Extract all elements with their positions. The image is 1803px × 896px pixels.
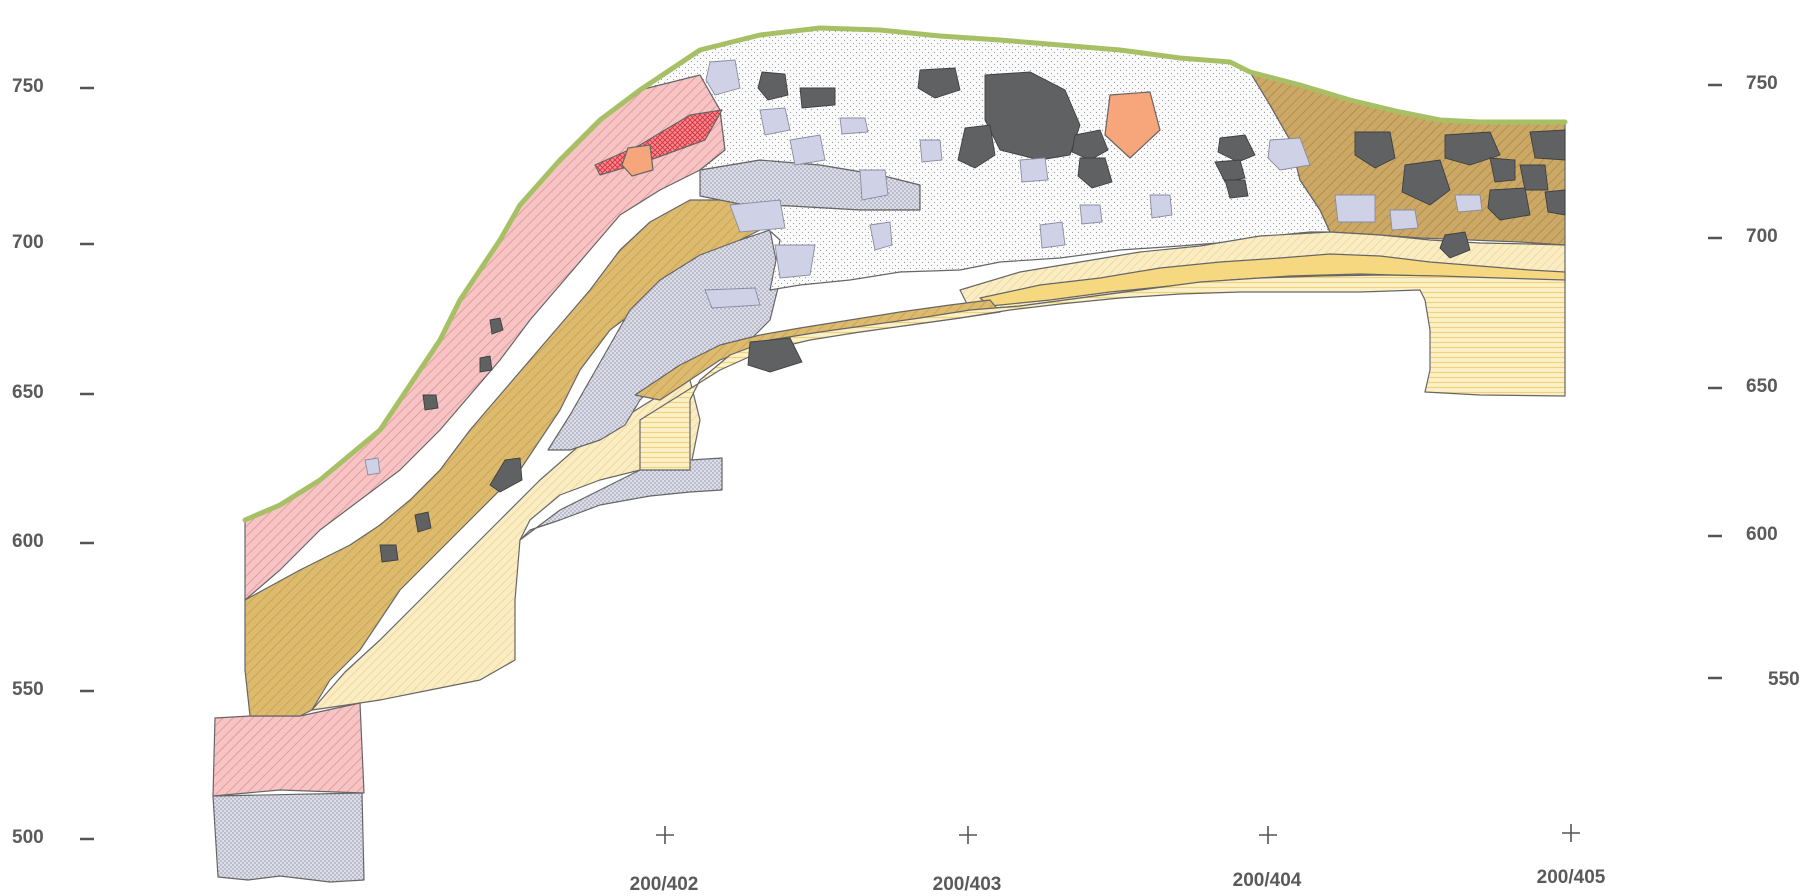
stone-dark bbox=[1077, 157, 1113, 189]
stone-light bbox=[1334, 194, 1376, 223]
stone-light bbox=[729, 199, 786, 233]
stone-dark bbox=[1224, 179, 1249, 199]
stone-dark bbox=[1401, 159, 1451, 206]
grid-label-403: 200/403 bbox=[933, 874, 1002, 895]
pink-hatched-layer-base bbox=[212, 702, 365, 797]
stone-light bbox=[789, 134, 826, 166]
stone-dark bbox=[957, 124, 996, 169]
elevation-label-right-600: 600 bbox=[1746, 524, 1778, 545]
elevation-label-right-700: 700 bbox=[1746, 226, 1778, 247]
elevation-label-right-750: 750 bbox=[1746, 73, 1778, 94]
yellow-solid-stripe bbox=[979, 253, 1566, 307]
grid-points: 200/402 200/403 200/404 200/405 bbox=[630, 824, 1606, 895]
stone-dark bbox=[917, 67, 961, 99]
stone-dark bbox=[422, 394, 439, 411]
stone-light bbox=[1454, 194, 1483, 213]
stone-dark bbox=[1444, 131, 1501, 166]
stone-light bbox=[774, 244, 816, 279]
orange-stone bbox=[1104, 91, 1161, 159]
orange-stone bbox=[621, 144, 654, 177]
stone-dark bbox=[1489, 157, 1516, 183]
stone-dark bbox=[757, 71, 789, 101]
stone-dark bbox=[1217, 134, 1256, 163]
stone-dark bbox=[799, 87, 836, 109]
stone-dark bbox=[747, 337, 803, 373]
elevation-scale-right: 750 700 650 600 550 bbox=[1708, 73, 1800, 690]
stone-light bbox=[869, 221, 893, 251]
stone-dark bbox=[1529, 129, 1566, 161]
special-deposits bbox=[594, 91, 1161, 177]
stone-light bbox=[705, 59, 741, 96]
grey-dotted-lower-band bbox=[519, 457, 723, 541]
elevation-label-right-650: 650 bbox=[1746, 376, 1778, 397]
stone-light bbox=[839, 117, 869, 135]
stone-dark bbox=[1544, 189, 1566, 216]
grey-dotted-middle-layer bbox=[547, 229, 781, 451]
stone-light bbox=[1039, 221, 1066, 249]
grid-point-404: 200/404 bbox=[1233, 826, 1302, 891]
stone-dark bbox=[1519, 164, 1549, 191]
stone-light bbox=[859, 169, 889, 201]
elevation-label-550: 550 bbox=[12, 679, 44, 700]
elevation-label-700: 700 bbox=[12, 232, 44, 253]
stone-light bbox=[759, 107, 791, 136]
stone-dark bbox=[489, 317, 504, 335]
grey-dotted-layer-base bbox=[212, 792, 365, 883]
stone-light bbox=[364, 457, 381, 476]
stone-light bbox=[1149, 194, 1173, 219]
grid-label-402: 200/402 bbox=[630, 874, 699, 895]
stone-dark bbox=[1071, 129, 1109, 161]
stone-dark bbox=[1214, 159, 1246, 183]
stone-dark bbox=[1439, 231, 1471, 259]
vegetation-surface-line bbox=[242, 25, 1568, 523]
stone-dark bbox=[1354, 131, 1396, 169]
elevation-label-750: 750 bbox=[12, 76, 44, 97]
grid-point-403: 200/403 bbox=[933, 826, 1002, 895]
stones bbox=[364, 59, 1566, 563]
stone-light bbox=[1079, 204, 1103, 225]
stone-dark bbox=[414, 511, 432, 533]
stone-light bbox=[1267, 137, 1311, 171]
stone-dark bbox=[479, 355, 493, 373]
grid-label-404: 200/404 bbox=[1233, 870, 1302, 891]
stone-light bbox=[1019, 157, 1049, 183]
stone-dark bbox=[489, 457, 523, 493]
yellow-horizontal-hatched-layer bbox=[639, 274, 1566, 471]
grid-point-402: 200/402 bbox=[630, 826, 699, 895]
grid-point-405: 200/405 bbox=[1537, 824, 1606, 888]
elevation-scale-left: 750 700 650 600 550 500 bbox=[12, 76, 94, 848]
elevation-label-600: 600 bbox=[12, 531, 44, 552]
stone-light bbox=[919, 139, 943, 163]
elevation-label-right-550: 550 bbox=[1768, 669, 1800, 690]
stone-light bbox=[1389, 209, 1419, 231]
stone-light bbox=[704, 287, 761, 309]
elevation-label-500: 500 bbox=[12, 827, 44, 848]
stone-dark bbox=[379, 544, 399, 563]
grid-label-405: 200/405 bbox=[1537, 867, 1606, 888]
elevation-label-650: 650 bbox=[12, 382, 44, 403]
stone-dark bbox=[1487, 187, 1531, 221]
